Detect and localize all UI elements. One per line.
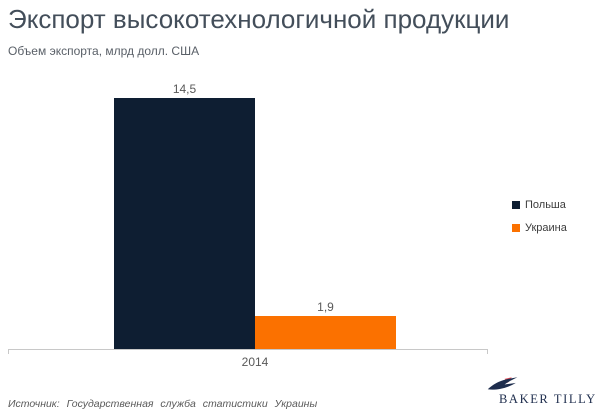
bar-ukraine: 1,9 xyxy=(255,300,396,349)
legend-swatch-ukraine xyxy=(512,224,520,232)
bar-value-label-poland: 14,5 xyxy=(172,82,197,96)
chart-subtitle: Объем экспорта, млрд долл. США xyxy=(8,44,200,58)
bar-value-label-ukraine: 1,9 xyxy=(317,300,334,314)
x-axis-tick-right xyxy=(487,349,488,354)
legend-item-ukraine: Украина xyxy=(512,222,567,234)
chart-title: Экспорт высокотехнологичной продукции xyxy=(8,4,510,34)
legend-swatch-poland xyxy=(512,201,520,209)
bar-poland: 14,5 xyxy=(114,82,255,349)
baker-tilly-logo: BAKER TILLY xyxy=(483,376,597,410)
legend-item-poland: Польша xyxy=(512,199,567,211)
legend-label-poland: Польша xyxy=(525,199,566,211)
source-note: Источник: Государственная служба статист… xyxy=(8,398,318,410)
x-axis-line xyxy=(8,349,488,350)
baker-tilly-wordmark: BAKER TILLY xyxy=(499,392,597,406)
x-axis-tick-left xyxy=(8,349,9,354)
baker-tilly-bird-icon xyxy=(487,377,518,390)
x-axis-category-label: 2014 xyxy=(241,355,269,369)
legend: Польша Украина xyxy=(512,199,567,245)
legend-label-ukraine: Украина xyxy=(525,222,567,234)
